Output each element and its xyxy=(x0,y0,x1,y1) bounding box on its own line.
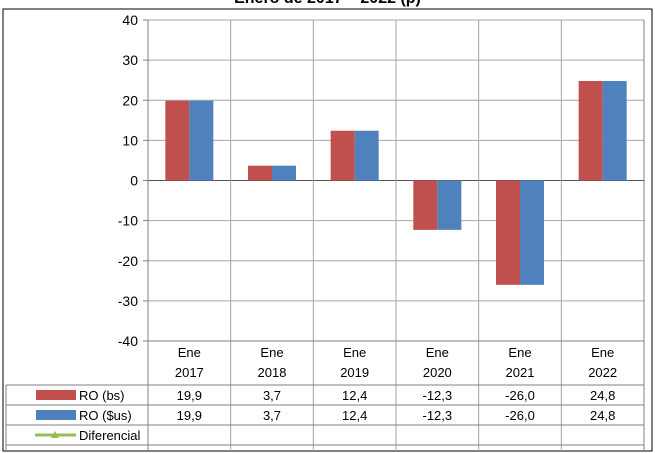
bar xyxy=(330,130,355,181)
chart-border xyxy=(2,8,653,452)
bar xyxy=(272,165,296,181)
data-label: -12,3 xyxy=(423,388,453,403)
y-tick-label: 40 xyxy=(122,12,138,28)
data-label: 19,9 xyxy=(177,388,202,403)
category-label: 2020 xyxy=(423,365,452,380)
data-label: 12,4 xyxy=(342,388,367,403)
y-tick-label: -10 xyxy=(118,213,138,229)
y-tick-label: 10 xyxy=(122,132,138,148)
y-tick-label: -20 xyxy=(118,253,138,269)
category-label: Ene xyxy=(178,345,201,360)
bar xyxy=(602,80,627,181)
category-label: Ene xyxy=(426,345,449,360)
bar xyxy=(354,130,379,181)
legend-key xyxy=(36,410,76,420)
bar xyxy=(520,180,544,285)
bar xyxy=(496,180,520,285)
bar xyxy=(413,180,438,230)
bar xyxy=(578,80,603,181)
bar xyxy=(165,100,190,181)
category-label: Ene xyxy=(260,345,283,360)
legend-key-marker xyxy=(51,431,59,438)
y-tick-label: -30 xyxy=(118,293,138,309)
y-tick-label: 20 xyxy=(122,92,138,108)
y-tick-label: 30 xyxy=(122,52,138,68)
category-label: Ene xyxy=(343,345,366,360)
category-label: Ene xyxy=(591,345,614,360)
data-label: 24,8 xyxy=(590,388,615,403)
bar xyxy=(437,180,462,230)
category-label: 2019 xyxy=(340,365,369,380)
legend-key xyxy=(36,390,76,400)
category-label: 2021 xyxy=(506,365,535,380)
category-label: 2017 xyxy=(175,365,204,380)
data-label: 24,8 xyxy=(590,408,615,423)
data-label: 3,7 xyxy=(263,408,281,423)
category-label: 2022 xyxy=(588,365,617,380)
legend-label: Diferencial xyxy=(79,428,141,443)
data-label: -26,0 xyxy=(505,388,535,403)
bar xyxy=(189,100,214,181)
data-label: 3,7 xyxy=(263,388,281,403)
data-label: 19,9 xyxy=(177,408,202,423)
category-label: 2018 xyxy=(258,365,287,380)
data-label: 12,4 xyxy=(342,408,367,423)
y-tick-label: -40 xyxy=(118,333,138,349)
chart-title: Enero de 2017 – 2022 (p) xyxy=(0,0,655,8)
bar xyxy=(248,165,272,181)
data-label: -26,0 xyxy=(505,408,535,423)
category-label: Ene xyxy=(508,345,531,360)
legend-label: RO ($us) xyxy=(79,408,132,423)
legend-label: RO (bs) xyxy=(79,388,125,403)
data-label: -12,3 xyxy=(423,408,453,423)
y-tick-label: 0 xyxy=(130,173,138,189)
